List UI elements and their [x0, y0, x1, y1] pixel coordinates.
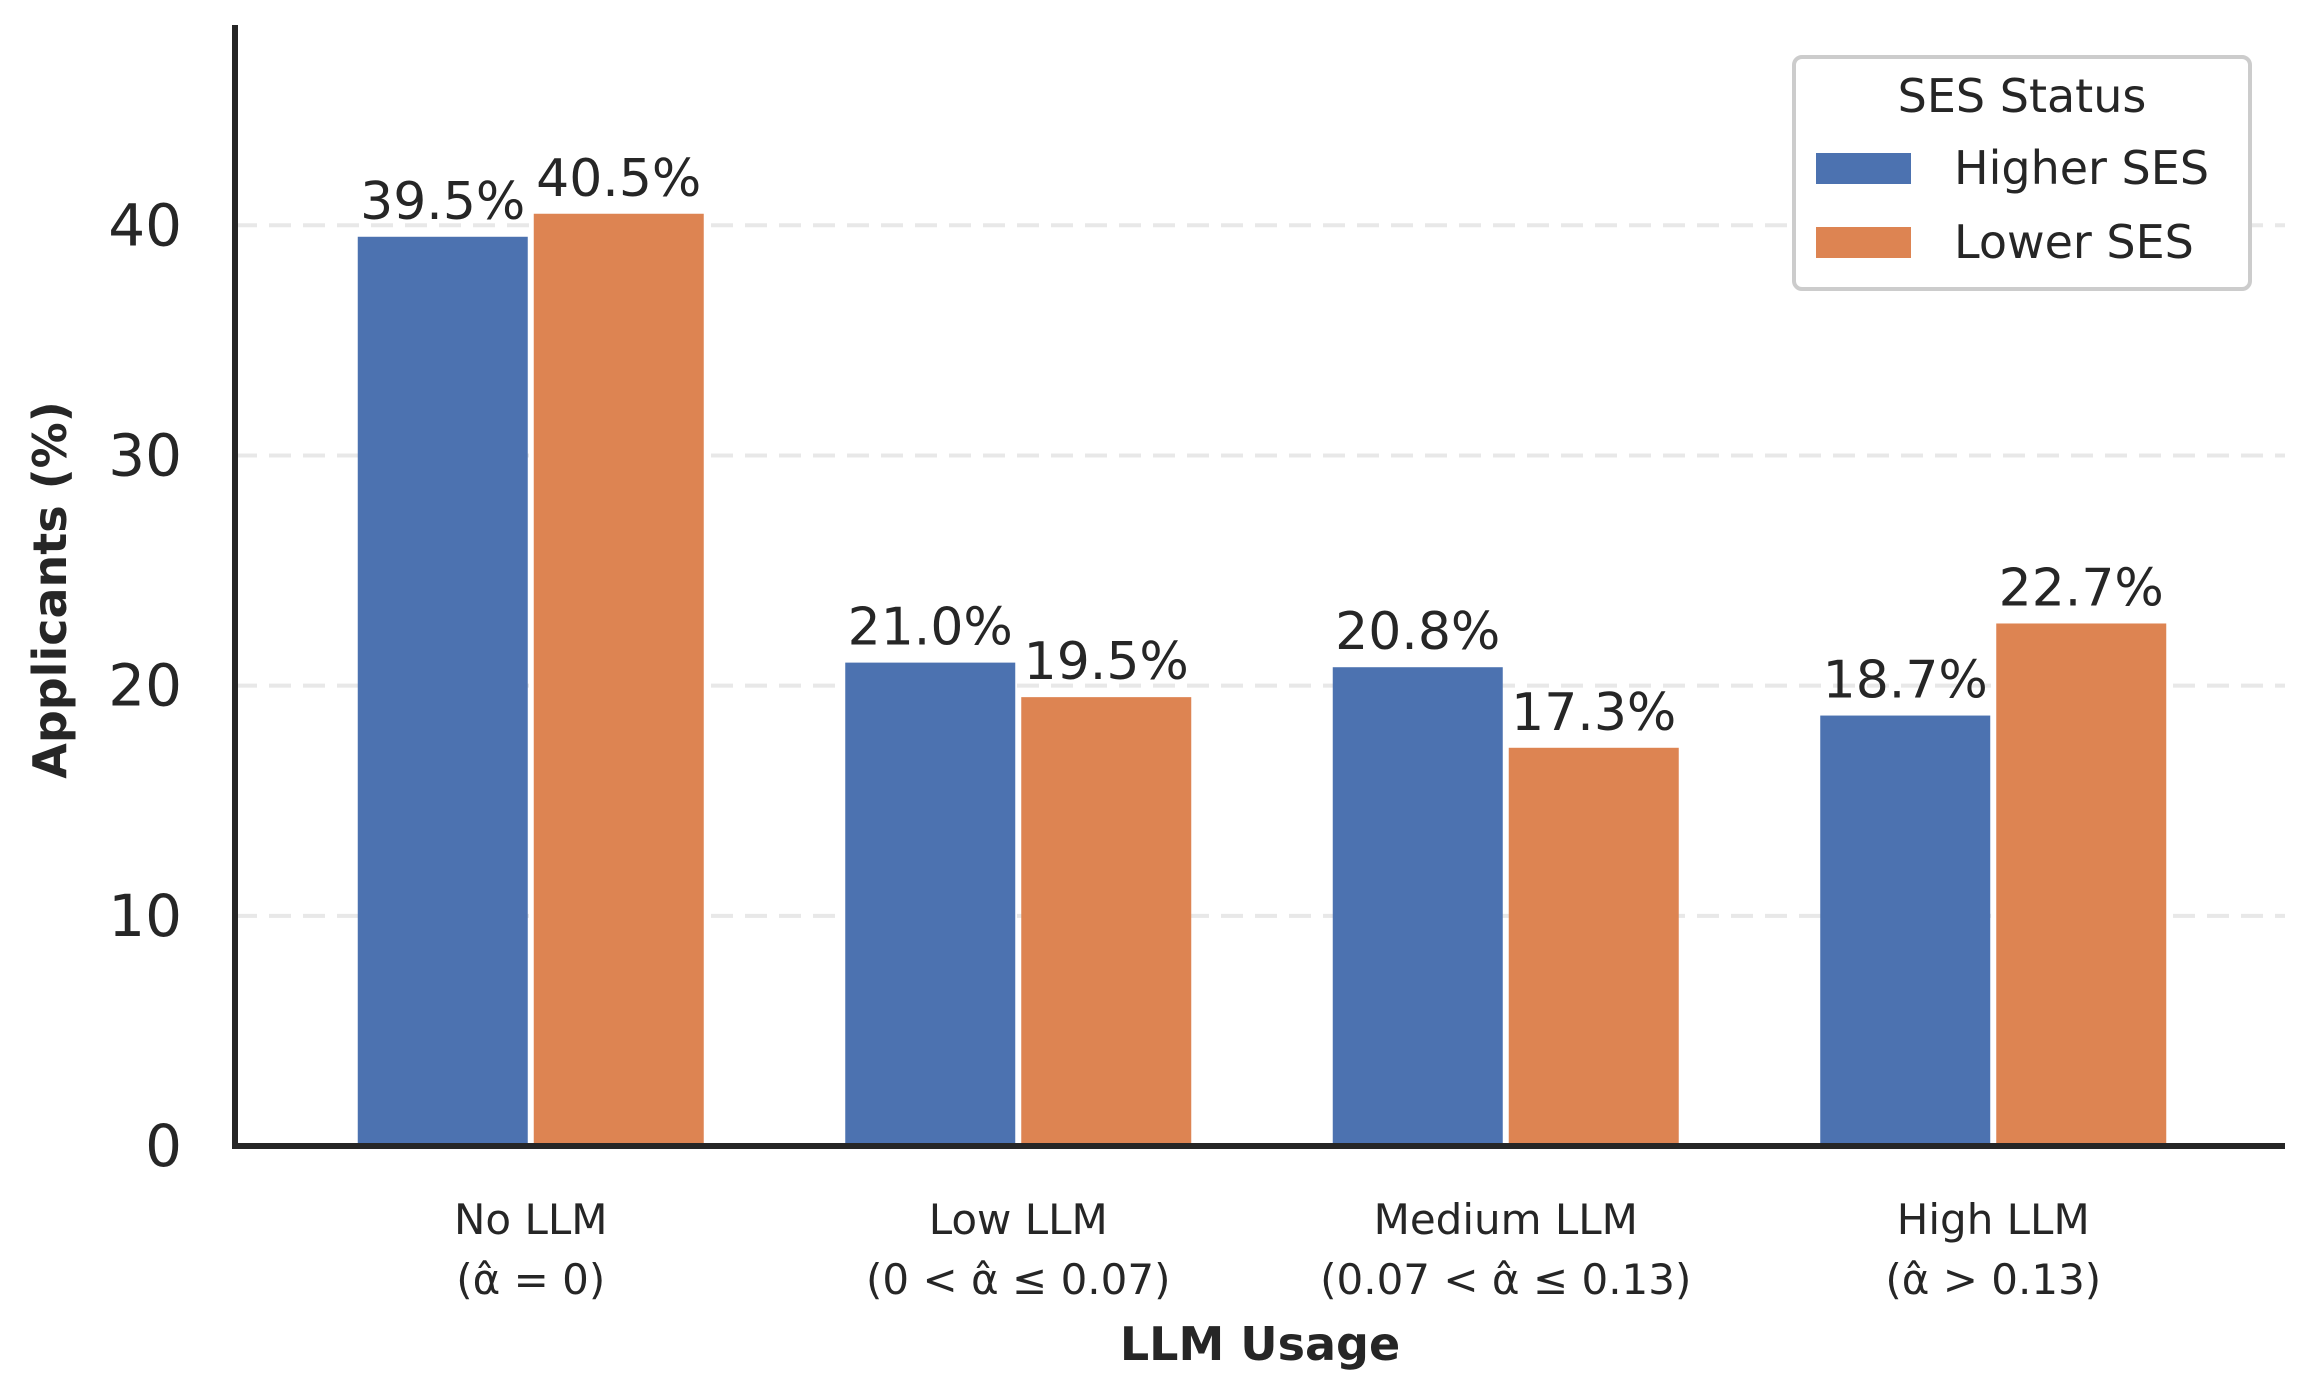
bar-value-label: 20.8%	[1335, 602, 1500, 662]
bar-higher-ses	[357, 236, 528, 1146]
legend-swatch	[1816, 153, 1911, 184]
y-tick-label: 30	[108, 421, 182, 489]
legend-entry: Lower SES	[1954, 215, 2194, 269]
y-axis-title: Applicants (%)	[23, 401, 77, 779]
bar-value-label: 21.0%	[848, 598, 1013, 658]
bar-lower-ses	[1508, 747, 1679, 1146]
legend-title: SES Status	[1898, 69, 2147, 123]
x-axis-title: LLM Usage	[1120, 1317, 1400, 1371]
bar-lower-ses	[1996, 623, 2167, 1146]
x-tick-label: High LLM	[1897, 1195, 2090, 1244]
x-tick-sublabel: (α̂ > 0.13)	[1885, 1255, 2101, 1304]
axes	[232, 25, 2285, 1149]
legend: SES Status Higher SES Lower SES	[1792, 55, 2252, 291]
bar-value-label: 19.5%	[1024, 632, 1189, 692]
y-tick-label: 20	[108, 652, 182, 720]
x-ticks: No LLM (α̂ = 0) Low LLM (0 < α̂ ≤ 0.07) Medi…	[454, 1195, 2101, 1304]
x-tick-sublabel: (α̂ = 0)	[456, 1255, 605, 1304]
x-tick-label: Low LLM	[929, 1195, 1108, 1244]
x-tick-label: No LLM	[454, 1195, 608, 1244]
bar-value-label: 22.7%	[1999, 558, 2164, 618]
bar-higher-ses	[1820, 715, 1991, 1146]
legend-entry: Higher SES	[1954, 141, 2209, 195]
legend-swatch	[1816, 227, 1911, 258]
y-tick-label: 40	[108, 191, 182, 259]
bars	[357, 213, 2167, 1147]
y-tick-label: 0	[145, 1112, 182, 1180]
bar-higher-ses	[1332, 667, 1503, 1146]
y-ticks: 0 10 20 30 40	[108, 191, 182, 1180]
bar-higher-ses	[845, 662, 1016, 1146]
x-tick-sublabel: (0.07 < α̂ ≤ 0.13)	[1320, 1255, 1691, 1304]
x-tick-sublabel: (0 < α̂ ≤ 0.07)	[866, 1255, 1170, 1304]
x-tick-label: Medium LLM	[1374, 1195, 1638, 1244]
bar-value-label: 17.3%	[1511, 683, 1676, 743]
bar-value-label: 39.5%	[360, 172, 525, 232]
bar-value-labels: 39.5% 21.0% 20.8% 18.7% 40.5% 19.5% 17.3% 22.7%	[360, 149, 2164, 743]
bar-lower-ses	[1021, 697, 1192, 1146]
y-tick-label: 10	[108, 882, 182, 950]
bar-lower-ses	[533, 213, 704, 1147]
bar-value-label: 18.7%	[1823, 651, 1988, 711]
bar-value-label: 40.5%	[536, 149, 701, 209]
